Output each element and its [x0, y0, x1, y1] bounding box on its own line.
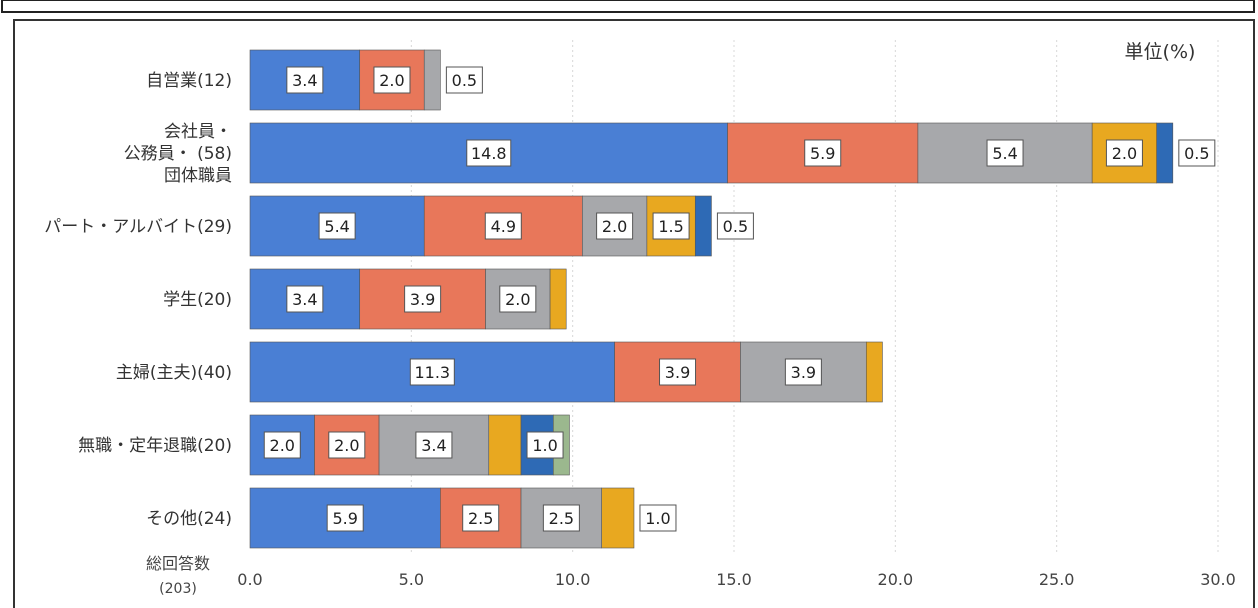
- data-label-box: [286, 285, 324, 313]
- data-label: 2.0: [602, 217, 627, 236]
- x-tick-label: 20.0: [878, 570, 914, 589]
- data-label: 2.0: [505, 290, 530, 309]
- data-label: 2.0: [270, 436, 295, 455]
- category-label: 団体職員: [164, 166, 232, 186]
- category-label: 主婦(主夫)(40): [116, 363, 232, 383]
- data-label-box: [445, 66, 483, 94]
- bar-segment: [1156, 122, 1174, 184]
- category-label: 会社員・: [164, 122, 232, 142]
- data-label: 3.4: [292, 71, 317, 90]
- data-label: 0.5: [452, 71, 477, 90]
- data-label: 1.0: [532, 436, 557, 455]
- data-label: 3.9: [665, 363, 690, 382]
- data-label: 5.9: [810, 144, 835, 163]
- category-label: 公務員・ (58): [124, 144, 232, 164]
- data-label: 2.0: [379, 71, 404, 90]
- x-tick-label: 0.0: [237, 570, 262, 589]
- chart-frame: [13, 19, 1255, 608]
- data-label: 2.5: [549, 509, 574, 528]
- data-label-box: [804, 139, 842, 167]
- data-label: 1.0: [645, 509, 670, 528]
- bar-segment: [549, 268, 567, 330]
- category-label: 学生(20): [163, 290, 232, 310]
- labels-layer: 0.0 5.0 10.0 15.0 20.0 25.0 30.0 自営業(12) 3.4 2.0 0…: [44, 66, 1236, 589]
- x-tick-label: 10.0: [555, 570, 591, 589]
- data-label: 3.9: [791, 363, 816, 382]
- axis-caption-line: (203): [159, 581, 197, 597]
- category-label: その他(24): [146, 509, 232, 529]
- data-label-box: [526, 431, 564, 459]
- data-label-box: [639, 504, 677, 532]
- data-label: 3.4: [292, 290, 317, 309]
- data-label-box: [652, 212, 690, 240]
- data-label-box: [542, 504, 580, 532]
- data-label-box: [415, 431, 453, 459]
- category-label: 自営業(12): [146, 71, 232, 91]
- data-label-box: [263, 431, 301, 459]
- data-label-box: [484, 212, 522, 240]
- data-label-box: [784, 358, 822, 386]
- data-label: 2.0: [334, 436, 359, 455]
- data-label: 5.4: [324, 217, 349, 236]
- data-label-box: [404, 285, 442, 313]
- data-label-box: [462, 504, 500, 532]
- data-label: 2.0: [1112, 144, 1137, 163]
- data-label-box: [466, 139, 512, 167]
- data-label: 4.9: [491, 217, 516, 236]
- bar-segment: [865, 341, 883, 403]
- data-label: 5.9: [332, 509, 357, 528]
- data-label-box: [409, 358, 455, 386]
- bar-segment: [423, 49, 441, 111]
- data-label-box: [986, 139, 1024, 167]
- data-label-box: [328, 431, 366, 459]
- data-label-box: [1105, 139, 1143, 167]
- data-label-box: [659, 358, 697, 386]
- data-label: 3.4: [421, 436, 446, 455]
- data-label: 5.4: [992, 144, 1017, 163]
- data-label-box: [596, 212, 634, 240]
- data-label: 14.8: [471, 144, 507, 163]
- axis-caption-line: 総回答数: [146, 554, 210, 573]
- data-label-box: [499, 285, 537, 313]
- bars-layer: [249, 49, 1174, 549]
- data-label: 2.5: [468, 509, 493, 528]
- x-tick-label: 30.0: [1200, 570, 1236, 589]
- unit-label: 単位(%): [1125, 41, 1196, 63]
- bar-segment: [694, 195, 712, 257]
- bar-segment: [601, 487, 635, 549]
- bar-segment: [488, 414, 522, 476]
- data-label: 11.3: [414, 363, 450, 382]
- category-label: 無職・定年退職(20): [78, 436, 232, 456]
- data-label-box: [373, 66, 411, 94]
- top-frame-strip: [1, 0, 1255, 13]
- category-label: パート・アルバイト(29): [44, 217, 232, 237]
- data-label: 3.9: [410, 290, 435, 309]
- x-tick-label: 15.0: [716, 570, 752, 589]
- x-tick-label: 5.0: [399, 570, 424, 589]
- data-label-box: [1178, 139, 1216, 167]
- x-tick-label: 25.0: [1039, 570, 1075, 589]
- data-label: 0.5: [1184, 144, 1209, 163]
- data-label-box: [716, 212, 754, 240]
- data-label-box: [286, 66, 324, 94]
- data-label: 0.5: [723, 217, 748, 236]
- axis-caption: 総回答数 (203): [146, 554, 210, 597]
- data-label-box: [326, 504, 364, 532]
- data-label: 1.5: [658, 217, 683, 236]
- data-label-box: [318, 212, 356, 240]
